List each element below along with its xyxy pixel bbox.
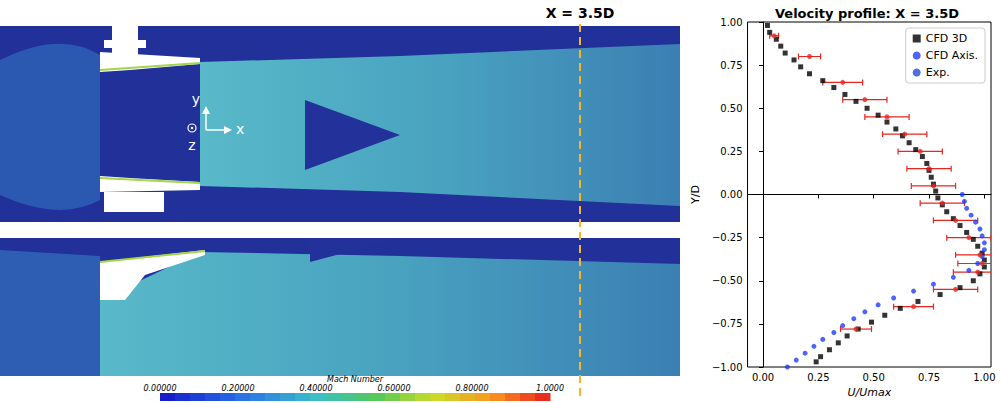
svg-text:CFD 3D: CFD 3D: [926, 32, 967, 45]
svg-text:−1.00: −1.00: [712, 362, 743, 373]
svg-text:x: x: [236, 121, 244, 137]
svg-text:1.00: 1.00: [973, 372, 995, 383]
svg-text:U/Umax: U/Umax: [847, 386, 891, 399]
svg-text:1.0000: 1.0000: [536, 384, 564, 393]
svg-text:CFD Axis.: CFD Axis.: [926, 49, 978, 62]
svg-text:0.75: 0.75: [918, 372, 940, 383]
svg-text:0.50: 0.50: [863, 372, 885, 383]
svg-text:0.25: 0.25: [720, 146, 742, 157]
svg-text:0.00: 0.00: [752, 372, 774, 383]
svg-text:−0.25: −0.25: [712, 232, 743, 243]
svg-text:Y/D: Y/D: [689, 185, 702, 205]
svg-text:0.60000: 0.60000: [377, 384, 410, 393]
svg-text:0.40000: 0.40000: [299, 384, 332, 393]
svg-text:0.75: 0.75: [720, 60, 742, 71]
svg-text:0.20000: 0.20000: [221, 384, 254, 393]
svg-text:Velocity profile: X = 3.5D: Velocity profile: X = 3.5D: [775, 6, 959, 21]
svg-text:−0.50: −0.50: [712, 275, 743, 286]
svg-text:Exp.: Exp.: [926, 66, 950, 79]
svg-text:1.00: 1.00: [720, 17, 742, 28]
svg-text:z: z: [188, 137, 195, 153]
svg-text:X = 3.5D: X = 3.5D: [546, 5, 615, 21]
svg-text:0.00000: 0.00000: [143, 384, 176, 393]
svg-text:y: y: [192, 91, 200, 107]
svg-text:0.00: 0.00: [720, 189, 742, 200]
svg-text:0.25: 0.25: [807, 372, 829, 383]
svg-text:−0.75: −0.75: [712, 318, 743, 329]
svg-text:0.80000: 0.80000: [455, 384, 488, 393]
svg-text:0.50: 0.50: [720, 103, 742, 114]
svg-text:Mach Number: Mach Number: [327, 375, 384, 384]
